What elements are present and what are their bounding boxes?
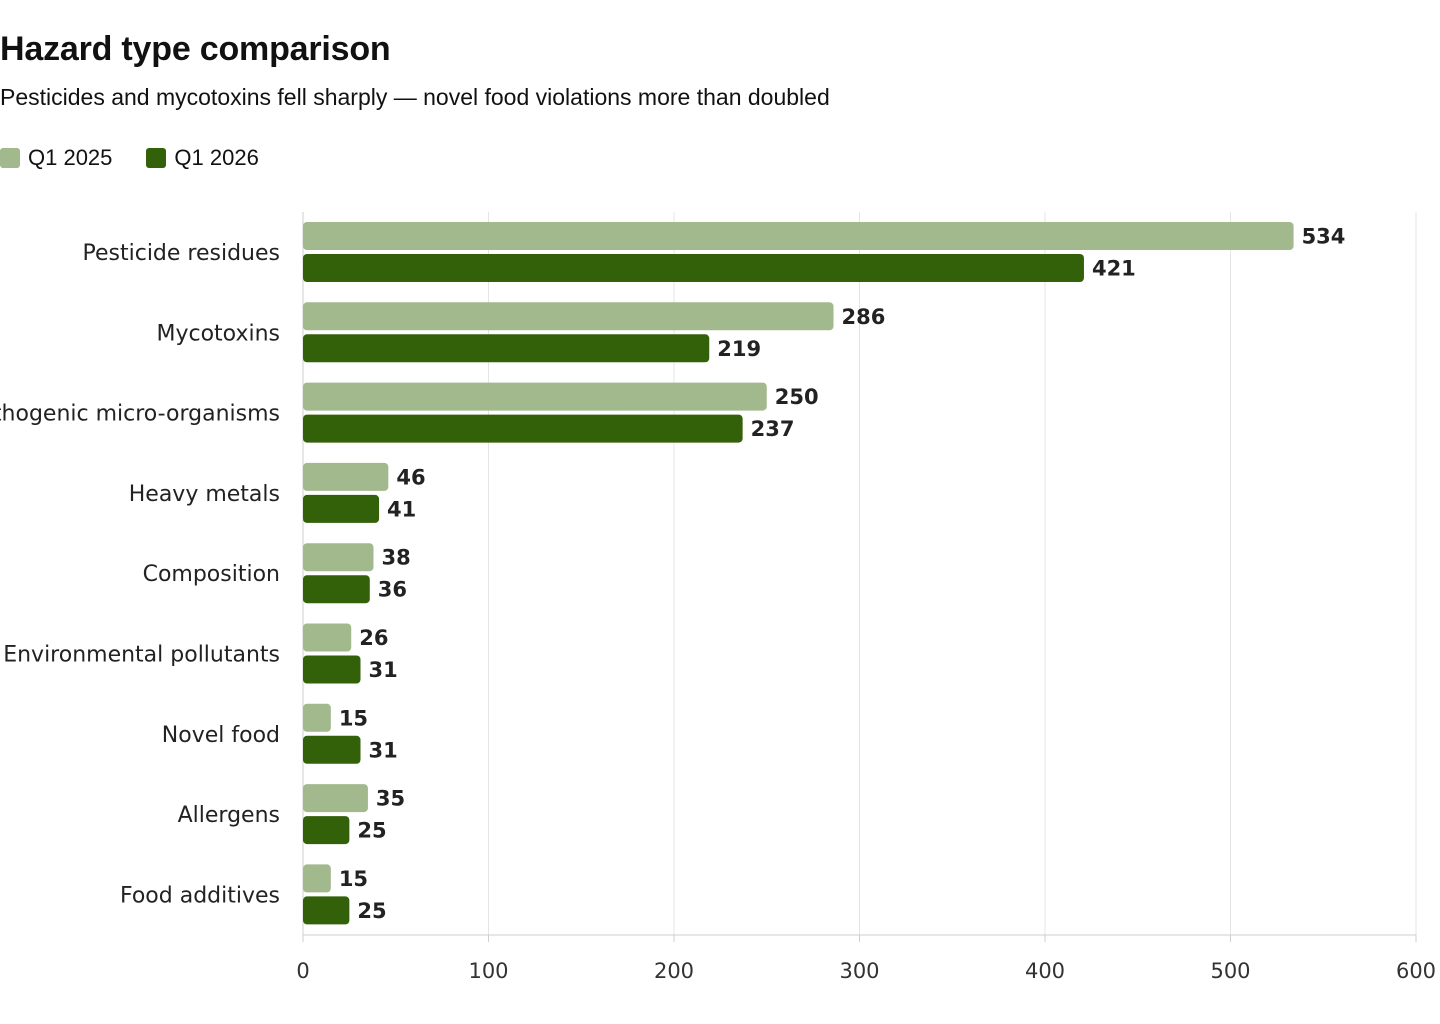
data-label-q1-2025-heavy-metals: 46 (396, 465, 425, 489)
chart-legend: Q1 2025 Q1 2026 (0, 145, 293, 171)
legend-item-q1-2026: Q1 2026 (146, 145, 259, 171)
bar-q1-2026-pesticide-residues (303, 254, 1084, 282)
x-tick-label-300: 300 (839, 959, 879, 983)
bar-q1-2025-novel-food (303, 703, 331, 732)
bar-q1-2025-environmental-pollutants (303, 623, 352, 652)
bar-q1-2026-pathogenic-micro-organisms (303, 414, 743, 443)
legend-item-q1-2025: Q1 2025 (0, 145, 112, 171)
data-label-q1-2026-novel-food: 31 (369, 738, 398, 762)
bar-q1-2025-heavy-metals (303, 462, 389, 491)
bar-q1-2026-environmental-pollutants (303, 655, 361, 684)
bar-q1-2026-allergens (303, 816, 350, 845)
x-tick-label-0: 0 (296, 959, 309, 983)
bar-q1-2025-composition (303, 543, 374, 572)
legend-label-q1-2026: Q1 2026 (174, 145, 259, 170)
data-label-q1-2025-environmental-pollutants: 26 (359, 626, 388, 650)
x-tick-label-500: 500 (1210, 959, 1250, 983)
data-label-q1-2025-composition: 38 (381, 546, 410, 570)
legend-label-q1-2025: Q1 2025 (28, 145, 113, 170)
bar-q1-2025-pesticide-residues (303, 222, 1294, 250)
data-label-q1-2026-mycotoxins: 219 (717, 337, 761, 361)
data-label-q1-2026-food-additives: 25 (357, 899, 386, 923)
bar-q1-2026-novel-food (303, 735, 361, 764)
data-label-q1-2026-pathogenic-micro-organisms: 237 (751, 417, 795, 441)
chart-subtitle: Pesticides and mycotoxins fell sharply —… (0, 84, 830, 110)
bar-q1-2025-allergens (303, 784, 368, 813)
bar-q1-2026-heavy-metals (303, 494, 380, 523)
data-label-q1-2026-environmental-pollutants: 31 (369, 658, 398, 682)
data-label-q1-2025-food-additives: 15 (339, 867, 368, 891)
bar-q1-2026-food-additives (303, 896, 350, 925)
category-label-pesticide-residues: Pesticide residues (83, 241, 281, 266)
bar-q1-2025-pathogenic-micro-organisms (303, 382, 767, 411)
x-tick-label-400: 400 (1025, 959, 1065, 983)
legend-swatch-q1-2026 (146, 148, 167, 168)
x-tick-label-100: 100 (468, 959, 508, 983)
data-label-q1-2026-composition: 36 (378, 578, 407, 602)
chart-title: Hazard type comparison (0, 30, 391, 68)
bar-q1-2025-food-additives (303, 864, 331, 893)
category-label-novel-food: Novel food (162, 723, 280, 748)
data-label-q1-2026-heavy-metals: 41 (387, 497, 416, 521)
data-label-q1-2025-novel-food: 15 (339, 706, 368, 730)
category-label-mycotoxins: Mycotoxins (156, 321, 280, 346)
data-label-q1-2026-allergens: 25 (357, 819, 386, 843)
category-label-environmental-pollutants: Environmental pollutants (3, 643, 280, 668)
category-label-heavy-metals: Heavy metals (129, 482, 280, 507)
bar-q1-2025-mycotoxins (303, 302, 834, 331)
category-label-pathogenic-micro-organisms: Pathogenic micro-organisms (0, 402, 280, 427)
x-tick-label-200: 200 (654, 959, 694, 983)
data-label-q1-2026-pesticide-residues: 421 (1092, 257, 1136, 281)
category-label-allergens: Allergens (178, 803, 280, 828)
data-label-q1-2025-pesticide-residues: 534 (1302, 225, 1346, 249)
category-label-composition: Composition (143, 562, 280, 587)
data-label-q1-2025-allergens: 35 (376, 787, 405, 811)
x-tick-label-600: 600 (1396, 959, 1436, 983)
bar-q1-2026-mycotoxins (303, 334, 710, 363)
category-label-food-additives: Food additives (120, 883, 280, 908)
data-label-q1-2025-pathogenic-micro-organisms: 250 (775, 385, 819, 409)
data-label-q1-2025-mycotoxins: 286 (842, 305, 886, 329)
bar-q1-2026-composition (303, 575, 370, 604)
legend-swatch-q1-2025 (0, 148, 20, 168)
